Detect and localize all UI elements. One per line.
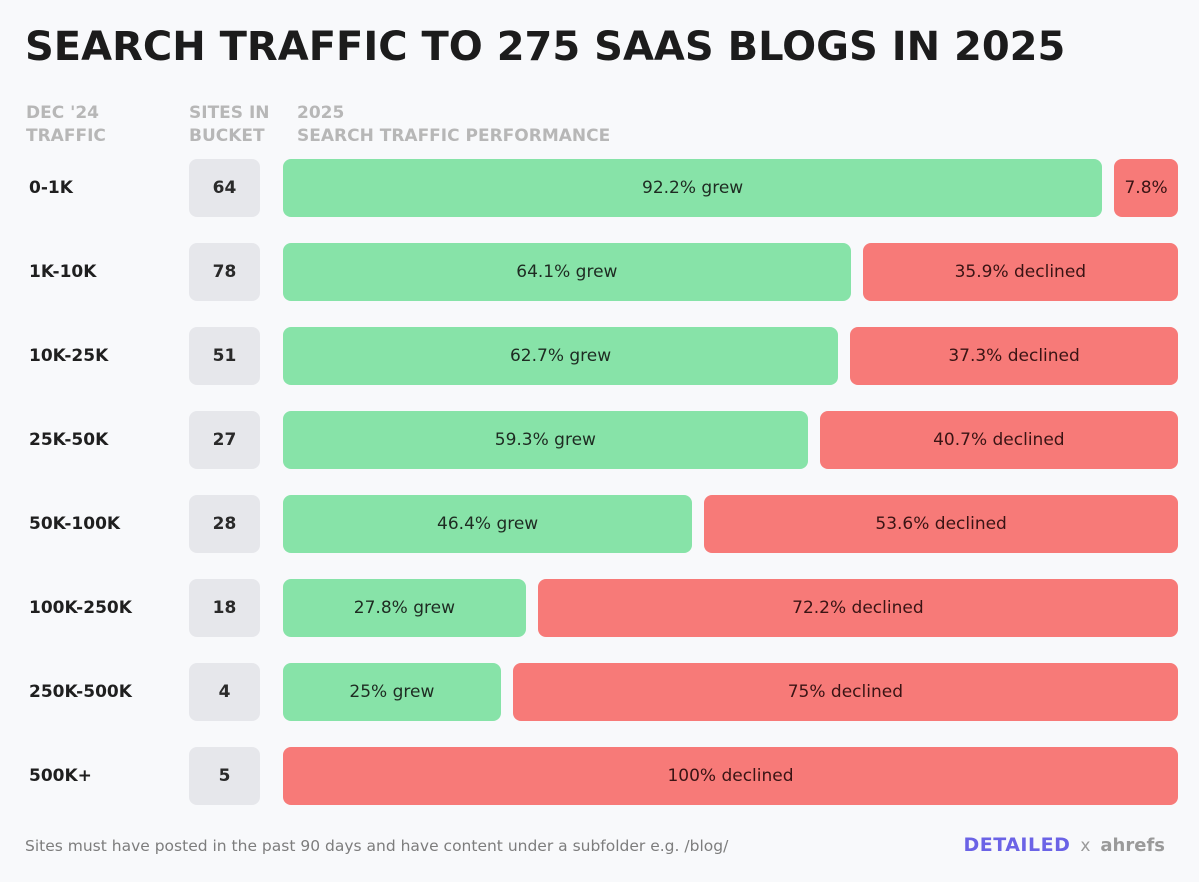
row-label: 0-1K [29,178,73,198]
column-header-traffic: DEC '24 TRAFFIC [26,102,106,148]
bar-grew: 46.4% grew [283,495,693,553]
column-header-performance-line2: SEARCH TRAFFIC PERFORMANCE [297,126,611,146]
footnote: Sites must have posted in the past 90 da… [25,837,729,855]
bar-declined: 53.6% declined [704,495,1178,553]
sites-count-badge: 51 [189,327,260,385]
sites-count-badge: 18 [189,579,260,637]
column-header-traffic-line2: TRAFFIC [26,126,106,146]
sites-count-badge: 64 [189,159,260,217]
chart-title: SEARCH TRAFFIC TO 275 SAAS BLOGS IN 2025 [25,24,1066,70]
brand-detailed-logo: DETAILED [963,834,1071,856]
row-label: 25K-50K [29,430,109,450]
bar-declined: 7.8% [1114,159,1178,217]
brand-ahrefs-logo: ahrefs [1100,835,1165,856]
sites-count-badge: 28 [189,495,260,553]
sites-count-badge: 27 [189,411,260,469]
bar-grew: 62.7% grew [283,327,839,385]
sites-count-badge: 5 [189,747,260,805]
bar-grew: 92.2% grew [283,159,1103,217]
column-header-sites: SITES IN BUCKET [189,102,270,148]
bar-declined: 100% declined [283,747,1178,805]
bar-declined: 72.2% declined [537,579,1178,637]
sites-count-badge: 78 [189,243,260,301]
row-label: 10K-25K [29,346,109,366]
bar-grew: 64.1% grew [283,243,851,301]
bar-declined: 75% declined [512,663,1178,721]
sites-count-badge: 4 [189,663,260,721]
column-header-traffic-line1: DEC '24 [26,103,99,123]
column-header-performance: 2025 SEARCH TRAFFIC PERFORMANCE [297,102,610,148]
column-header-sites-line2: BUCKET [189,126,265,146]
bar-declined: 40.7% declined [819,411,1178,469]
row-label: 250K-500K [29,682,132,702]
brand-separator: x [1080,836,1091,856]
bar-grew: 25% grew [283,663,501,721]
row-label: 1K-10K [29,262,97,282]
row-label: 500K+ [29,766,92,786]
bar-declined: 35.9% declined [862,243,1178,301]
bar-grew: 59.3% grew [283,411,808,469]
bar-grew: 27.8% grew [283,579,526,637]
column-header-performance-line1: 2025 [297,103,345,123]
column-header-sites-line1: SITES IN [189,103,270,123]
brand-logo: DETAILED x ahrefs [963,834,1165,856]
row-label: 50K-100K [29,514,121,534]
row-label: 100K-250K [29,598,132,618]
bar-declined: 37.3% declined [850,327,1178,385]
